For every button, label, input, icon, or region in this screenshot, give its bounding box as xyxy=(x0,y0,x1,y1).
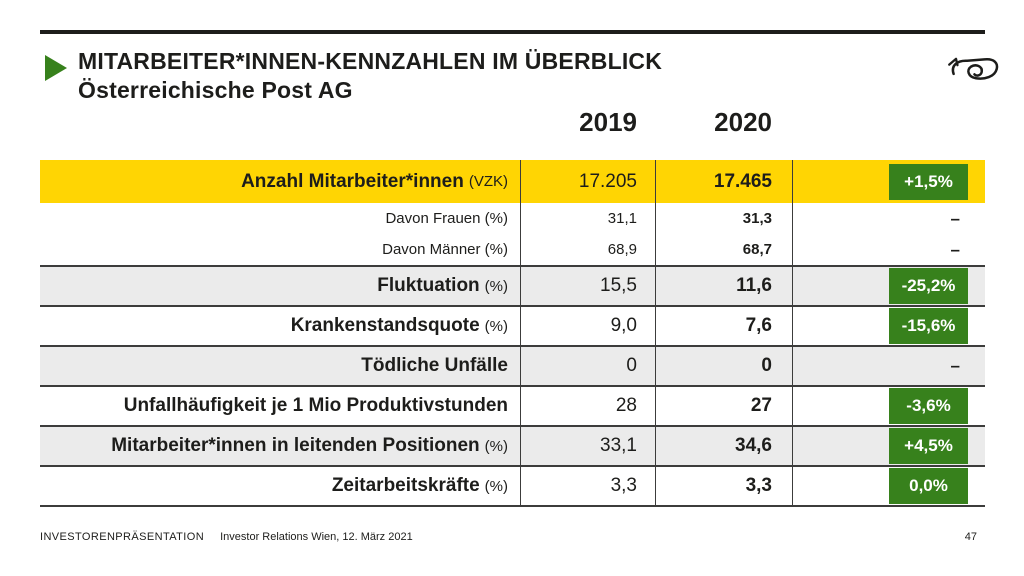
row-label-cell: Unfallhäufigkeit je 1 Mio Produktivstund… xyxy=(40,387,520,425)
value-2019: 15,5 xyxy=(520,267,655,305)
page-number: 47 xyxy=(964,531,977,543)
change-dash: – xyxy=(950,356,960,375)
table-row-women-share: Davon Frauen (%) 31,1 31,3 – xyxy=(40,203,985,234)
change-badge: +1,5% xyxy=(889,163,968,200)
row-label-cell: Davon Männer (%) xyxy=(40,234,520,265)
change-dash: – xyxy=(950,208,960,228)
row-label: Mitarbeiter*innen in leitenden Positione… xyxy=(111,435,480,456)
value-2019: 3,3 xyxy=(520,467,655,505)
table-row-men-share: Davon Männer (%) 68,9 68,7 – xyxy=(40,234,985,265)
row-label-cell: Zeitarbeitskräfte (%) xyxy=(40,467,520,505)
row-label-cell: Davon Frauen (%) xyxy=(40,203,520,234)
change-cell: – xyxy=(792,234,985,265)
table-row-leadership-positions: Mitarbeiter*innen in leitenden Positione… xyxy=(40,425,985,465)
row-label: Unfallhäufigkeit je 1 Mio Produktivstund… xyxy=(123,395,508,416)
table-row-temporary-workers: Zeitarbeitskräfte (%) 3,3 3,3 0,0% xyxy=(40,465,985,505)
value-2020: 7,6 xyxy=(655,307,792,345)
row-label-unit: (VZK) xyxy=(468,173,508,190)
row-label-unit: (%) xyxy=(484,437,508,455)
table-row-fluctuation: Fluktuation (%) 15,5 11,6 -25,2% xyxy=(40,265,985,305)
table-row-fatal-accidents: Tödliche Unfälle 0 0 – xyxy=(40,345,985,385)
change-dash: – xyxy=(950,239,960,259)
value-2020: 27 xyxy=(655,387,792,425)
row-label: Fluktuation xyxy=(377,275,480,296)
value-2020: 3,3 xyxy=(655,467,792,505)
row-label-cell: Fluktuation (%) xyxy=(40,267,520,305)
row-label: Tödliche Unfälle xyxy=(361,355,508,376)
change-cell: – xyxy=(792,203,985,234)
change-cell: -15,6% xyxy=(792,307,985,345)
table-row-accident-frequency: Unfallhäufigkeit je 1 Mio Produktivstund… xyxy=(40,385,985,425)
row-label: Anzahl Mitarbeiter*innen xyxy=(241,170,464,192)
play-triangle-icon xyxy=(45,55,67,81)
row-label-cell: Mitarbeiter*innen in leitenden Positione… xyxy=(40,427,520,465)
top-rule xyxy=(40,30,985,34)
change-badge: -15,6% xyxy=(889,308,968,344)
row-label-unit: (%) xyxy=(484,477,508,495)
value-2020: 11,6 xyxy=(655,267,792,305)
page-subtitle: Österreichische Post AG xyxy=(78,77,353,103)
page-title: MITARBEITER*INNEN-KENNZAHLEN IM ÜBERBLIC… xyxy=(78,48,663,74)
slide-footer: INVESTORENPRÄSENTATION Investor Relation… xyxy=(40,531,985,543)
footer-detail: Investor Relations Wien, 12. März 2021 xyxy=(220,531,413,543)
slide-header: MITARBEITER*INNEN-KENNZAHLEN IM ÜBERBLIC… xyxy=(78,47,662,105)
change-cell: -25,2% xyxy=(792,267,985,305)
change-cell: 0,0% xyxy=(792,467,985,505)
value-2019: 28 xyxy=(520,387,655,425)
row-label: Krankenstandsquote xyxy=(290,315,480,336)
change-badge: +4,5% xyxy=(889,428,968,464)
change-cell: -3,6% xyxy=(792,387,985,425)
row-label-cell: Tödliche Unfälle xyxy=(40,347,520,385)
value-2019: 31,1 xyxy=(520,203,655,234)
table-row-sick-leave: Krankenstandsquote (%) 9,0 7,6 -15,6% xyxy=(40,305,985,345)
row-label-cell: Krankenstandsquote (%) xyxy=(40,307,520,345)
change-badge: -3,6% xyxy=(889,388,968,424)
row-label: Zeitarbeitskräfte xyxy=(331,475,480,496)
value-2020: 0 xyxy=(655,347,792,385)
kpi-table: Anzahl Mitarbeiter*innen (VZK) 17.205 17… xyxy=(40,160,985,507)
value-2019: 68,9 xyxy=(520,234,655,265)
change-cell: +1,5% xyxy=(792,160,985,203)
value-2020: 17.465 xyxy=(655,160,792,203)
footer-presentation-label: INVESTORENPRÄSENTATION xyxy=(40,531,205,543)
change-badge: -25,2% xyxy=(889,268,968,304)
footer-left: INVESTORENPRÄSENTATION Investor Relation… xyxy=(40,531,413,543)
value-2020: 34,6 xyxy=(655,427,792,465)
change-cell: – xyxy=(792,347,985,385)
column-header-2020: 2020 xyxy=(714,106,772,137)
value-2019: 0 xyxy=(520,347,655,385)
row-label-unit: (%) xyxy=(484,277,508,295)
row-label: Davon Frauen (%) xyxy=(385,210,508,227)
table-row-headcount: Anzahl Mitarbeiter*innen (VZK) 17.205 17… xyxy=(40,160,985,203)
row-label: Davon Männer (%) xyxy=(382,241,508,258)
column-header-2019: 2019 xyxy=(579,106,637,137)
value-2019: 9,0 xyxy=(520,307,655,345)
row-label-cell: Anzahl Mitarbeiter*innen (VZK) xyxy=(40,160,520,203)
change-cell: +4,5% xyxy=(792,427,985,465)
change-badge: 0,0% xyxy=(889,468,968,504)
row-label-unit: (%) xyxy=(484,317,508,335)
year-header-row: 2019 2020 xyxy=(40,102,985,142)
post-horn-logo-icon xyxy=(948,57,999,80)
value-2020: 68,7 xyxy=(655,234,792,265)
value-2019: 17.205 xyxy=(520,160,655,203)
value-2019: 33,1 xyxy=(520,427,655,465)
value-2020: 31,3 xyxy=(655,203,792,234)
